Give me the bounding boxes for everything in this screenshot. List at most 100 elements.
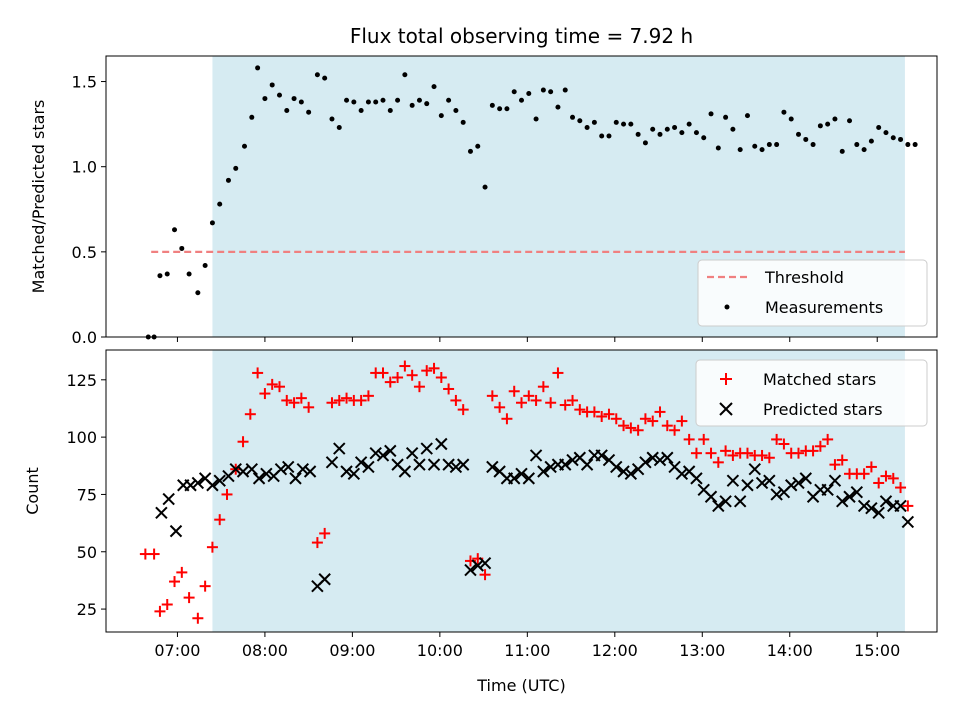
measurement-point <box>810 142 816 148</box>
bottom-y-tick-label: 50 <box>77 543 97 562</box>
x-axis-label: Time (UTC) <box>476 676 565 695</box>
matched-star-point <box>807 445 819 457</box>
matched-star-point <box>192 612 204 624</box>
matched-star-point <box>457 404 469 416</box>
predicted-star-point <box>544 460 557 474</box>
top-y-axis-label: Matched/Predicted stars <box>29 100 48 294</box>
predicted-star-point <box>857 499 871 513</box>
legend-predicted-swatch <box>719 402 733 416</box>
measurement-point <box>912 142 918 148</box>
matched-star-point <box>516 397 527 409</box>
legend-matched-swatch <box>720 373 732 385</box>
predicted-star-point <box>413 458 426 471</box>
matched-star-point <box>148 548 160 560</box>
matched-star-point <box>654 406 666 418</box>
top-axes: 0.0 0.5 1.0 1.5 <box>72 73 878 347</box>
predicted-star-point <box>296 463 310 476</box>
panel-top: 0.0 0.5 1.0 1.5 Flux total observing time =… <box>29 24 938 347</box>
matched-star-point <box>588 406 600 418</box>
measurement-point <box>387 107 393 113</box>
measurement-point <box>519 97 524 103</box>
predicted-star-point <box>252 472 266 485</box>
matched-star-point <box>610 413 622 425</box>
measurement-point <box>803 136 809 142</box>
panel-bottom: 25 50 75 100 125 07:00 08:00 09:00 10:00 11:00 12:… <box>23 349 938 695</box>
matched-star-point <box>690 447 702 459</box>
measurement-point <box>344 97 350 103</box>
predicted-star-point <box>169 524 183 538</box>
predicted-star-point <box>325 456 339 469</box>
measurement-point <box>766 142 772 148</box>
bottom-y-tick-label: 25 <box>77 600 97 619</box>
legend-predicted-label: Predicted stars <box>763 400 883 419</box>
measurement-point <box>438 113 444 119</box>
predicted-star-point <box>675 467 689 481</box>
predicted-star-point <box>184 479 197 492</box>
predicted-star-point <box>289 472 302 485</box>
matched-star-point <box>176 566 188 578</box>
matched-star-point <box>567 394 579 406</box>
bottom-plot-frame <box>105 349 938 633</box>
matched-star-point <box>771 433 783 445</box>
predicted-star-point <box>653 453 667 467</box>
predicted-star-point <box>449 460 463 474</box>
matched-star-point <box>399 360 411 372</box>
matched-star-point <box>428 362 440 374</box>
predicted-star-point <box>405 446 419 460</box>
measurement-point <box>548 89 554 95</box>
predicted-star-point <box>471 559 484 572</box>
matched-star-point <box>244 408 256 420</box>
matched-star-point <box>756 449 768 461</box>
measurement-point <box>186 271 192 277</box>
measurement-point <box>737 147 743 153</box>
predicted-star-point <box>821 483 834 497</box>
predicted-star-point <box>872 506 885 519</box>
measurement-point <box>796 131 801 137</box>
matched-star-point <box>362 390 374 402</box>
predicted-star-point <box>333 442 346 455</box>
matched-star-point <box>712 456 724 468</box>
measurement-point <box>577 118 583 124</box>
measurement-point <box>314 72 320 78</box>
predicted-star-point <box>850 485 864 499</box>
predicted-star-point <box>799 472 812 485</box>
matched-star-point <box>676 415 688 427</box>
measurement-point <box>861 147 867 153</box>
predicted-star-point <box>792 476 805 490</box>
bottom-series <box>139 360 915 624</box>
measurement-point <box>752 143 758 149</box>
matched-star-point <box>902 500 914 512</box>
x-tick-label: 12:00 <box>592 641 638 660</box>
matched-star-point <box>537 381 549 393</box>
predicted-star-point <box>384 444 397 458</box>
predicted-star-point <box>566 453 579 467</box>
matched-star-point <box>895 482 907 494</box>
matched-star-point <box>479 569 491 581</box>
matched-star-point <box>266 378 278 390</box>
predicted-star-point <box>901 515 915 529</box>
measurement-point <box>172 227 178 233</box>
predicted-star-point <box>748 463 761 476</box>
measurement-point <box>606 133 612 139</box>
matched-star-point <box>836 454 848 466</box>
predicted-star-point <box>155 506 168 519</box>
predicted-star-point <box>191 476 205 490</box>
predicted-star-point <box>610 460 623 474</box>
matched-star-point <box>763 452 775 464</box>
predicted-star-point <box>229 463 242 476</box>
measurement-point <box>373 99 379 105</box>
measurement-point <box>409 102 415 108</box>
measurement-point <box>898 136 904 142</box>
matched-star-point <box>545 397 557 409</box>
measurement-point <box>621 121 627 127</box>
predicted-star-point <box>894 499 907 513</box>
matched-star-point <box>858 468 870 480</box>
predicted-star-point <box>828 474 842 487</box>
matched-star-point <box>530 394 542 406</box>
matched-star-point <box>435 372 447 384</box>
measurement-point <box>693 130 699 136</box>
measurement-point <box>262 96 268 102</box>
predicted-star-point <box>245 463 258 476</box>
x-tick-label: 08:00 <box>242 641 288 660</box>
matched-star-point <box>154 605 166 617</box>
